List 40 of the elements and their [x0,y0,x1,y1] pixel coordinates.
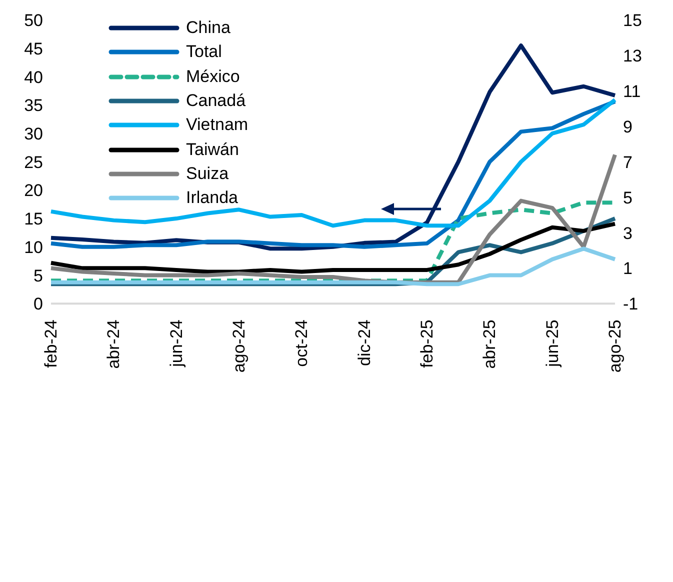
y2-tick-label: 5 [623,188,632,208]
legend-label: Vietnam [186,115,248,136]
x-tick-label: jun-24 [166,320,186,368]
x-tick-label: oct-24 [292,320,312,367]
y-tick-label: 15 [24,210,43,229]
x-tick-label: ago-24 [230,320,248,373]
y2-tick-label: 7 [623,152,632,172]
legend-label: Suiza [186,164,229,184]
x-tick-label: feb-24 [42,320,60,368]
y-tick-label: 50 [24,11,43,30]
x-tick-label: feb-25 [418,320,436,368]
legend-label: Taiwán [186,140,239,160]
y2-tick-label: 9 [623,117,632,136]
y2-tick-label: 1 [623,259,632,278]
line-series [49,246,617,286]
y-tick-label: 45 [24,39,43,58]
legend-label: Total [186,42,222,62]
legend-label: China [186,18,230,38]
x-tick-label: ago-25 [606,320,624,373]
y2-tick-label: 13 [623,46,642,66]
line-series [49,222,617,274]
y-tick-label: 40 [24,68,43,87]
y2-tick-label: 3 [623,224,632,243]
x-tick-label: abr-25 [480,320,500,369]
y-tick-label: 25 [24,152,43,172]
legend-label: México [186,66,240,87]
y-tick-label: 35 [24,96,43,116]
y2-tick-label: 11 [623,82,641,101]
x-tick-label: abr-24 [104,320,124,369]
y2-tick-label: 15 [623,11,642,30]
y-tick-label: 0 [34,294,43,314]
y-tick-label: 5 [34,266,43,286]
x-tick-label: jun-25 [542,320,562,368]
y-tick-label: 10 [24,238,43,257]
legend-label: Canadá [186,91,246,112]
y-tick-label: 30 [24,124,43,144]
legend-label: Irlanda [186,188,238,208]
x-tick-label: dic-24 [354,320,374,366]
y2-tick-label: -1 [623,294,638,314]
y-tick-label: 20 [24,181,43,200]
